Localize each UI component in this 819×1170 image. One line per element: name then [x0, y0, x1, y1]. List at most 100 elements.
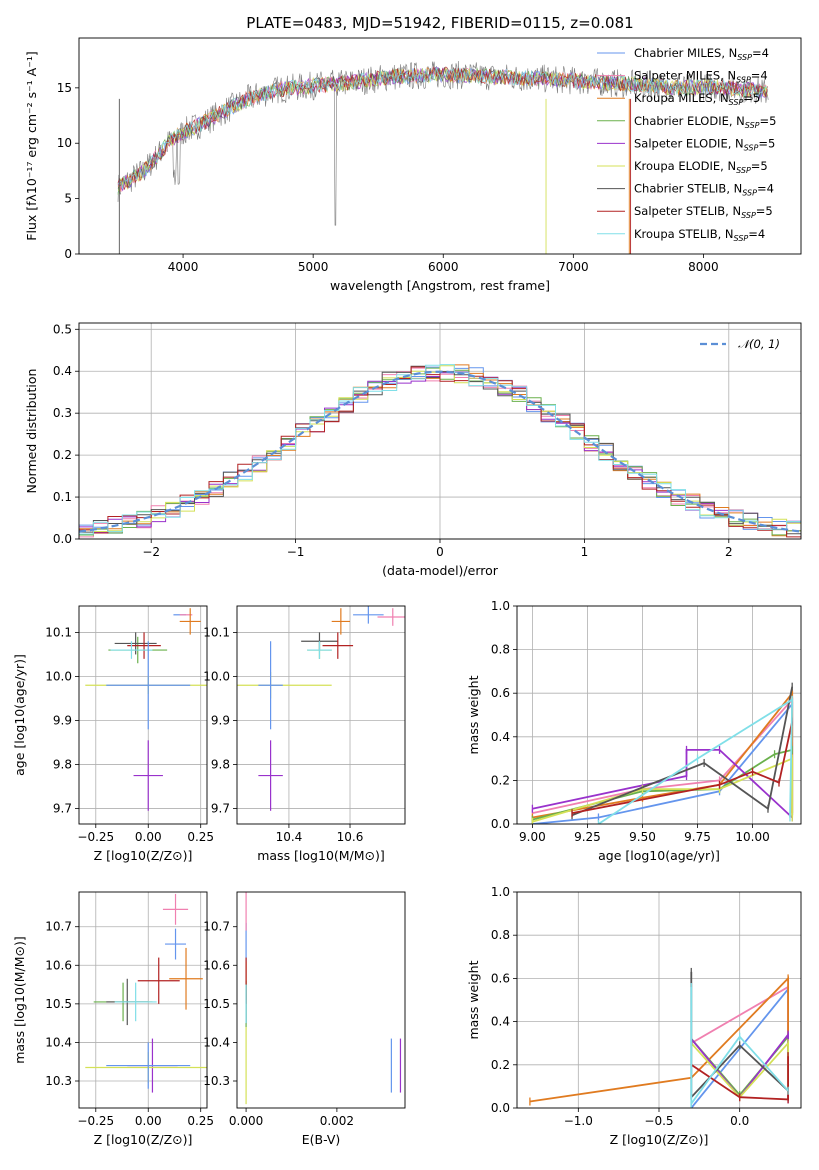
x-tick-label: 8000	[688, 260, 719, 274]
legend-label: Chabrier STELIB, NSSP=4	[634, 182, 774, 198]
y-tick-label: 10.3	[203, 1074, 230, 1088]
y-tick-label: 0.4	[491, 1015, 510, 1029]
y-axis-label: Flux [fλ10⁻¹⁷ erg cm⁻² s⁻¹ A⁻¹]	[24, 51, 39, 240]
axes-frame	[78, 37, 802, 255]
y-tick-label: 10.1	[45, 625, 72, 639]
x-tick-label: −0.25	[77, 830, 114, 844]
legend-label: Kroupa STELIB, NSSP=4	[634, 227, 765, 243]
x-tick-label: 0.25	[187, 1114, 214, 1128]
mass-weight-line	[690, 987, 789, 1107]
y-axis-label: mass weight	[466, 960, 481, 1039]
x-tick-label: 6000	[428, 260, 459, 274]
y-tick-label: 10.1	[203, 625, 230, 639]
x-tick-label: 9.25	[574, 830, 601, 844]
mass-vs-age-panel: 10.4 10.6 9.7 9.8 9.9 10.0 10.1 mass [log10(M/M…	[203, 605, 406, 863]
x-tick-label: 0.002	[320, 1114, 354, 1128]
y-tick-label: 10	[57, 136, 72, 150]
legend-label-subscript: SSP	[737, 53, 752, 62]
plot-area	[245, 892, 402, 1105]
legend-label-text: Salpeter ELODIE, N	[634, 136, 744, 150]
y-tick-label: 0.6	[491, 971, 510, 985]
y-tick-label: 0.2	[491, 1058, 510, 1072]
x-tick-label: −0.5	[644, 1114, 673, 1128]
model-spectrum-line	[117, 66, 768, 189]
y-tick-label: 0.0	[491, 1101, 510, 1115]
y-tick-label: 0.6	[491, 686, 510, 700]
y-tick-label: 0.3	[53, 406, 72, 420]
x-tick-label: 0.00	[135, 1114, 162, 1128]
legend-label: Salpeter ELODIE, NSSP=5	[634, 136, 775, 152]
y-tick-label: 0.2	[53, 448, 72, 462]
y-tick-label: 0.0	[491, 817, 510, 831]
y-tick-label: 10.3	[45, 1074, 72, 1088]
y-tick-label: 9.9	[53, 714, 72, 728]
x-tick-label: 10.4	[276, 830, 303, 844]
x-tick-label: 2	[725, 545, 733, 559]
axes-frame	[78, 891, 208, 1109]
x-axis-label: (data-model)/error	[382, 563, 499, 578]
x-tick-label: 1	[581, 545, 589, 559]
x-tick-label: 7000	[558, 260, 589, 274]
legend-label-subscript: SSP	[742, 189, 757, 198]
y-tick-label: 10.5	[203, 997, 230, 1011]
spectrum-panel: 4000 5000 6000 7000 8000 0 5 10 15 wavelength [An…	[24, 37, 802, 293]
y-tick-label: 0.8	[491, 643, 510, 657]
plot-area	[529, 967, 789, 1108]
axes-frame	[516, 605, 802, 825]
age-mass-weight-panel: 9.00 9.25 9.50 9.75 10.00 0.0 0.2 0.4 0.6 0.8 1.0 a…	[466, 599, 802, 863]
x-axis-label: mass [log10(M/M⊙)]	[257, 848, 385, 863]
legend-label-text: Salpeter MILES, N	[634, 69, 736, 83]
legend-label-text: Chabrier ELODIE, N	[634, 114, 745, 128]
y-tick-label: 10.4	[45, 1035, 72, 1049]
x-tick-label: −2	[142, 545, 160, 559]
x-tick-label: −1	[287, 545, 305, 559]
ebv-vs-mass-panel: 0.000 0.002 10.3 10.4 10.5 10.6 10.7 E(B-V)	[203, 891, 406, 1147]
y-tick-label: 10.6	[203, 958, 230, 972]
legend-label: 𝒩(0, 1)	[738, 337, 780, 351]
legend-label: Salpeter STELIB, NSSP=5	[634, 204, 773, 220]
y-tick-label: 9.7	[211, 802, 230, 816]
y-tick-label: 5	[64, 192, 72, 206]
normal-curve-line	[79, 370, 801, 533]
mass-weight-line	[532, 749, 793, 821]
mass-weight-line	[571, 686, 794, 817]
x-axis-label: Z [log10(Z/Z⊙)]	[94, 848, 193, 863]
legend-label: Kroupa MILES, NSSP=5	[634, 91, 760, 107]
x-tick-label: 0	[436, 545, 444, 559]
x-tick-label: 10.00	[735, 830, 769, 844]
x-tick-label: 10.6	[337, 830, 364, 844]
x-axis-label: Z [log10(Z/Z⊙)]	[610, 1132, 709, 1147]
y-tick-label: 10.7	[203, 920, 230, 934]
legend-label-value: =5	[751, 159, 768, 173]
plot-area	[237, 606, 405, 811]
x-axis-label: Z [log10(Z/Z⊙)]	[94, 1132, 193, 1147]
legend-label: Kroupa ELODIE, NSSP=5	[634, 159, 768, 175]
plot-area	[79, 364, 801, 538]
legend-label: Chabrier MILES, NSSP=4	[634, 46, 769, 62]
y-axis-label: age [log10(age/yr)]	[12, 654, 27, 776]
y-tick-label: 10.0	[203, 669, 230, 683]
z-mass-weight-panel: −1.0 −0.5 0.0 0.0 0.2 0.4 0.6 0.8 1.0 Z [log10(Z/…	[466, 885, 802, 1147]
legend-label-subscript: SSP	[745, 121, 760, 130]
legend-label-value: =5	[760, 114, 777, 128]
legend-label-text: Kroupa ELODIE, N	[634, 159, 736, 173]
y-tick-label: 0.2	[491, 773, 510, 787]
y-tick-label: 9.8	[53, 758, 72, 772]
y-tick-label: 10.5	[45, 997, 72, 1011]
y-tick-label: 9.9	[211, 714, 230, 728]
x-tick-label: −0.25	[77, 1114, 114, 1128]
plot-area	[85, 893, 207, 1093]
legend-label-value: =4	[757, 182, 774, 196]
legend-label-value: =5	[756, 204, 773, 218]
y-tick-label: 0	[64, 247, 72, 261]
y-tick-label: 1.0	[491, 599, 510, 613]
x-axis-label: E(B-V)	[302, 1132, 341, 1147]
y-axis-label: mass weight	[466, 675, 481, 754]
x-tick-label: 9.50	[629, 830, 656, 844]
y-tick-label: 9.7	[53, 802, 72, 816]
axes-frame	[236, 891, 406, 1109]
mass-weight-line	[690, 1056, 789, 1101]
legend-label-subscript: SSP	[741, 211, 756, 220]
y-tick-label: 10.7	[45, 920, 72, 934]
